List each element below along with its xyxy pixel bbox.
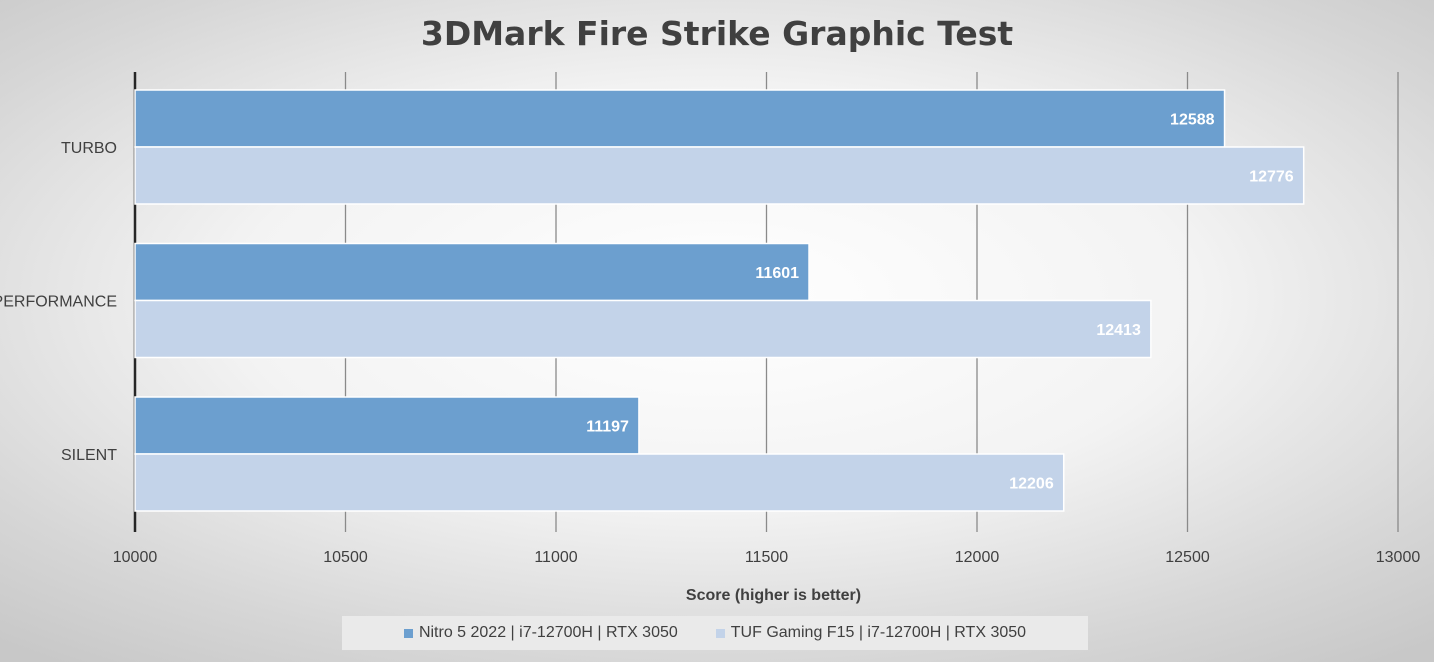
x-tick-label-10500: 10500: [323, 549, 368, 566]
data-label-turbo-series-1: 12776: [1249, 169, 1294, 186]
category-label-performance: PERFORMANCE: [0, 294, 117, 311]
legend: Nitro 5 2022 | i7-12700H | RTX 3050 TUF …: [342, 616, 1088, 650]
bar-performance-series-0: [134, 242, 810, 302]
legend-label-tuf: TUF Gaming F15 | i7-12700H | RTX 3050: [730, 624, 1027, 641]
bar-silent-series-1: [134, 453, 1065, 512]
bar-turbo-series-1: [134, 146, 1305, 205]
x-tick-label-10000: 10000: [113, 549, 158, 566]
x-tick-label-12500: 12500: [1165, 549, 1210, 566]
x-axis-title: Score (higher is better): [686, 587, 861, 604]
legend-label-nitro: Nitro 5 2022 | i7-12700H | RTX 3050: [418, 624, 678, 641]
bar-turbo-series-0: [134, 89, 1226, 148]
category-label-silent: SILENT: [61, 447, 117, 464]
data-label-performance-series-0: 11601: [755, 265, 799, 282]
x-tick-label-11500: 11500: [745, 549, 788, 566]
x-tick-label-11000: 11000: [534, 549, 577, 566]
legend-swatch-tuf: [715, 628, 725, 638]
legend-item-tuf: TUF Gaming F15 | i7-12700H | RTX 3050: [715, 624, 1027, 642]
legend-swatch-nitro: [403, 628, 413, 638]
x-tick-label-13000: 13000: [1376, 549, 1421, 566]
category-label-turbo: TURBO: [61, 140, 117, 157]
bar-silent-series-0: [134, 396, 640, 455]
legend-item-nitro: Nitro 5 2022 | i7-12700H | RTX 3050: [403, 624, 678, 642]
data-label-silent-series-1: 12206: [1009, 476, 1054, 493]
data-label-turbo-series-0: 12588: [1170, 112, 1215, 129]
bar-performance-series-1: [134, 299, 1152, 359]
x-tick-label-12000: 12000: [955, 549, 1000, 566]
data-label-performance-series-1: 12413: [1096, 322, 1141, 339]
chart-title: 3DMark Fire Strike Graphic Test: [420, 14, 1014, 53]
data-label-silent-series-0: 11197: [586, 419, 629, 436]
